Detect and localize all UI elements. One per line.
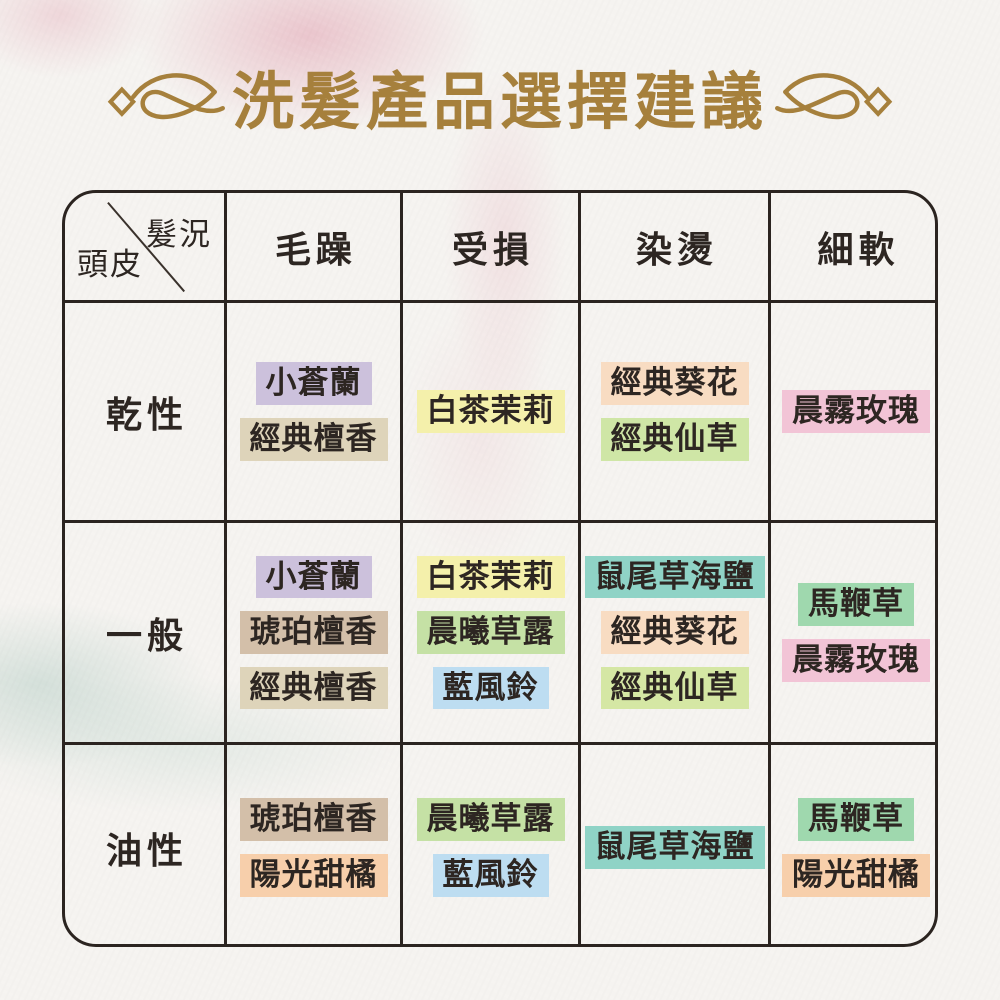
product-chip: 晨曦草露 — [416, 611, 565, 654]
column-header-1: 毛躁 — [227, 193, 403, 303]
column-header-2: 受損 — [403, 193, 581, 303]
product-chip: 經典檀香 — [239, 418, 388, 461]
product-chip: 白茶茉莉 — [416, 390, 565, 433]
product-cell: 馬鞭草 晨霧玫瑰 — [771, 523, 935, 745]
corner-cell: 髮況 頭皮 — [65, 193, 227, 303]
product-chip: 晨霧玫瑰 — [782, 639, 930, 682]
product-cell: 晨曦草露 藍風鈴 — [403, 745, 581, 944]
product-chip: 鼠尾草海鹽 — [584, 826, 765, 869]
product-cell: 白茶茉莉晨曦草露藍風鈴 — [403, 523, 581, 745]
product-cell: 琥珀檀香 陽光甜橘 — [227, 745, 403, 944]
product-cell: 經典葵花 經典仙草 — [581, 303, 771, 523]
product-chip: 晨曦草露 — [416, 798, 565, 841]
product-chip: 藍風鈴 — [432, 854, 549, 897]
product-chip: 琥珀檀香 — [239, 798, 388, 841]
product-chip: 經典仙草 — [600, 666, 749, 710]
product-chip: 陽光甜橘 — [782, 854, 930, 897]
product-cell: 馬鞭草 陽光甜橘 — [771, 745, 935, 944]
product-cell: 晨霧玫瑰 — [771, 303, 935, 523]
recommendation-table: 髮況 頭皮 毛躁 受損 染燙 細軟 乾性 小蒼蘭 經典檀香 白茶茉莉 經典葵花 經典仙草 晨霧玫瑰一… — [62, 190, 938, 947]
row-label-2: 一般 — [65, 523, 227, 745]
flourish-right-icon — [774, 59, 896, 133]
product-chip: 藍風鈴 — [432, 666, 549, 710]
product-chip: 琥珀檀香 — [239, 611, 388, 654]
title-bar: 洗髮產品選擇建議 — [0, 46, 1000, 146]
product-chip: 小蒼蘭 — [255, 362, 372, 405]
column-header-4: 細軟 — [771, 193, 935, 303]
product-chip: 馬鞭草 — [798, 798, 914, 841]
product-chip: 經典檀香 — [239, 666, 388, 710]
product-chip: 晨霧玫瑰 — [782, 390, 930, 433]
product-cell: 小蒼蘭琥珀檀香經典檀香 — [227, 523, 403, 745]
flourish-left-icon — [104, 59, 226, 133]
row-label-3: 油性 — [65, 745, 227, 944]
product-chip: 白茶茉莉 — [416, 555, 565, 599]
corner-label-scalp: 頭皮 — [77, 247, 143, 282]
product-chip: 鼠尾草海鹽 — [584, 555, 765, 599]
product-cell: 小蒼蘭 經典檀香 — [227, 303, 403, 523]
product-chip: 陽光甜橘 — [239, 854, 388, 897]
product-cell: 鼠尾草海鹽經典葵花經典仙草 — [581, 523, 771, 745]
product-chip: 經典葵花 — [600, 611, 749, 654]
corner-label-hair-condition: 髮況 — [146, 217, 212, 252]
product-cell: 鼠尾草海鹽 — [581, 745, 771, 944]
product-chip: 小蒼蘭 — [255, 555, 372, 599]
row-label-1: 乾性 — [65, 303, 227, 523]
column-header-3: 染燙 — [581, 193, 771, 303]
diagonal-divider — [107, 201, 186, 293]
product-chip: 經典仙草 — [600, 418, 749, 461]
page-title: 洗髮產品選擇建議 — [231, 69, 768, 137]
product-chip: 馬鞭草 — [798, 583, 914, 626]
product-chip: 經典葵花 — [600, 362, 749, 405]
product-cell: 白茶茉莉 — [403, 303, 581, 523]
